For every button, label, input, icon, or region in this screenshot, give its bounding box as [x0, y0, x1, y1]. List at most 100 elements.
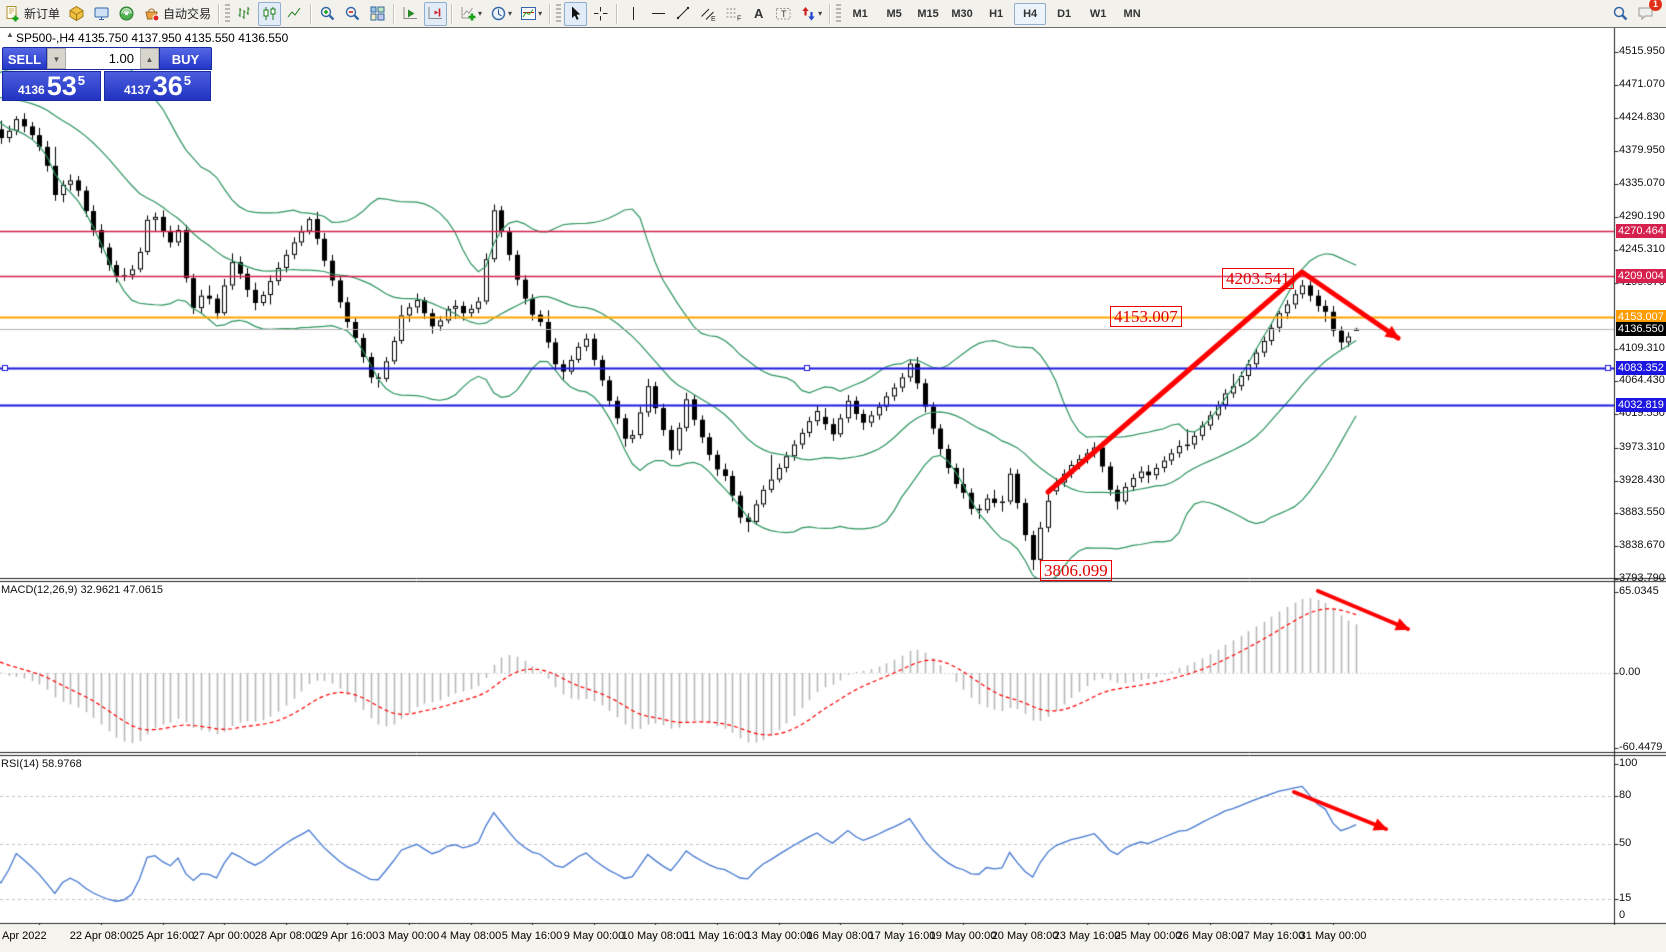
chart-shift-button[interactable]: [424, 1, 448, 26]
text-button[interactable]: A: [747, 2, 770, 26]
time-axis-label: 17 May 16:00: [868, 930, 936, 942]
macd-indicator-label: MACD(12,26,9) 32.9621 47.0615: [1, 584, 164, 596]
text-label-button[interactable]: T: [772, 2, 795, 26]
time-axis-label: 23 May 16:00: [1053, 930, 1121, 942]
textA-icon: A: [750, 5, 767, 22]
auto-scroll-button[interactable]: [399, 2, 422, 26]
timeframe-h1-button[interactable]: H1: [989, 7, 1004, 20]
templates-button[interactable]: ▾: [517, 2, 545, 26]
time-axis-label: 9 May 00:00: [563, 930, 625, 942]
volume-stepper: ▼ 1.00 ▲: [47, 47, 159, 70]
arrows-button[interactable]: ▾: [797, 2, 825, 26]
new-order-button[interactable]: 新订单: [1, 2, 63, 26]
zoomin-icon: [319, 5, 336, 22]
price-axis-tick: 3928.430: [1619, 473, 1665, 486]
price-axis-tick: 3838.670: [1619, 539, 1665, 552]
magnifier-icon: [1612, 5, 1629, 22]
time-axis-label: 5 May 16:00: [501, 930, 563, 942]
auto-trading-button[interactable]: 自动交易: [140, 2, 214, 26]
search-button[interactable]: [1609, 2, 1632, 26]
price-annotation[interactable]: 4203.541: [1222, 268, 1294, 289]
bar-chart-button[interactable]: [233, 2, 256, 26]
tile-windows-button[interactable]: [366, 2, 389, 26]
periods-button[interactable]: ▾: [487, 2, 515, 26]
price-line-label: 4270.464: [1616, 224, 1666, 239]
arrows-dropdown-icon[interactable]: ▾: [818, 9, 823, 18]
vertical-line-button[interactable]: [622, 2, 645, 26]
rsi-axis-tick: 50: [1619, 836, 1632, 849]
monitor-icon: [93, 5, 110, 22]
cursor-icon: [567, 5, 584, 22]
collapse-quote-panel-icon[interactable]: ▲: [6, 30, 14, 39]
timeframe-m15-button[interactable]: M15: [917, 7, 939, 20]
price-line-label: 4209.004: [1616, 268, 1666, 283]
timeframe-w1-button[interactable]: W1: [1089, 7, 1107, 20]
trendline-icon: [675, 5, 692, 22]
cube-icon: [68, 5, 85, 22]
price-annotation[interactable]: 3806.099: [1040, 560, 1112, 581]
volume-value[interactable]: 1.00: [66, 48, 140, 69]
equidistant-channel-button[interactable]: E: [697, 2, 720, 26]
price-axis-tick: 4424.830: [1619, 111, 1665, 124]
line-chart-button[interactable]: [283, 2, 306, 26]
profiles-button[interactable]: [65, 2, 88, 26]
macd-axis-tick: 65.0345: [1619, 585, 1659, 598]
toolbar-separator: [451, 3, 454, 24]
indicators-button[interactable]: ▾: [457, 2, 485, 26]
price-annotation[interactable]: 4153.007: [1110, 306, 1182, 327]
fibonacci-button[interactable]: F: [722, 2, 745, 26]
hline-icon: [650, 5, 667, 22]
time-axis-label: 22 Apr 08:00: [69, 930, 133, 942]
toolbar-separator: [549, 3, 552, 24]
candlestick-chart-button[interactable]: [258, 1, 282, 26]
indicators-icon: [460, 5, 477, 22]
volume-increase-button[interactable]: ▲: [140, 48, 159, 69]
timeframe-m30-button[interactable]: M30: [951, 7, 973, 20]
price-axis-tick: 4471.070: [1619, 77, 1665, 90]
timeframe-m1-button[interactable]: M1: [852, 7, 868, 20]
time-axis-label: 16 May 08:00: [806, 930, 874, 942]
time-axis-label: 25 May 00:00: [1114, 930, 1182, 942]
time-axis-label: 25 Apr 16:00: [131, 930, 195, 942]
timeframe-m5-button[interactable]: M5: [886, 7, 902, 20]
chat-button[interactable]: 1: [1634, 0, 1662, 26]
zoom-out-button[interactable]: [341, 2, 364, 26]
horizontal-line-button[interactable]: [647, 2, 670, 26]
zoom-in-button[interactable]: [316, 2, 339, 26]
market-watch-button[interactable]: [90, 2, 113, 26]
timeframe-d1-button[interactable]: D1: [1057, 7, 1072, 20]
fibo-icon: F: [725, 5, 742, 23]
arrowsicon-icon: [800, 5, 817, 22]
price-axis-tick: 4245.310: [1619, 242, 1665, 255]
timeframe-h4-button[interactable]: H4: [1014, 2, 1047, 25]
rsi-axis-tick: 100: [1619, 757, 1638, 769]
sell-price[interactable]: 4136 53 5: [2, 71, 101, 101]
tile-icon: [369, 5, 386, 22]
crosshair-button[interactable]: [589, 2, 612, 26]
timeframe-mn-button[interactable]: MN: [1123, 7, 1141, 20]
buy-price-big: 36: [152, 71, 183, 101]
linechart-icon: [286, 5, 303, 22]
pageplus-icon: [4, 5, 21, 22]
price-axis-tick: 3883.550: [1619, 506, 1665, 519]
price-line-label: 4136.550: [1616, 321, 1666, 336]
buy-button[interactable]: BUY: [159, 47, 212, 70]
toolbar-grip: [225, 3, 231, 24]
toolbar-separator: [393, 3, 396, 24]
trendline-button[interactable]: [672, 2, 695, 26]
indicators-dropdown-icon[interactable]: ▾: [478, 9, 483, 18]
cursor-button[interactable]: [564, 1, 588, 26]
buy-price[interactable]: 4137 36 5: [104, 71, 211, 101]
chart-title: SP500-,H4 4135.750 4137.950 4135.550 413…: [16, 31, 289, 45]
signal-icon: [118, 5, 135, 22]
periods-dropdown-icon[interactable]: ▾: [508, 9, 513, 18]
svg-text:A: A: [754, 6, 764, 21]
volume-decrease-button[interactable]: ▼: [47, 48, 66, 69]
time-axis-label: 27 Apr 00:00: [192, 930, 256, 942]
templates-dropdown-icon[interactable]: ▾: [538, 9, 543, 18]
shift-icon: [427, 5, 444, 22]
navigator-button[interactable]: [115, 2, 138, 26]
sell-button[interactable]: SELL: [2, 47, 47, 70]
crosshair-icon: [592, 5, 609, 22]
